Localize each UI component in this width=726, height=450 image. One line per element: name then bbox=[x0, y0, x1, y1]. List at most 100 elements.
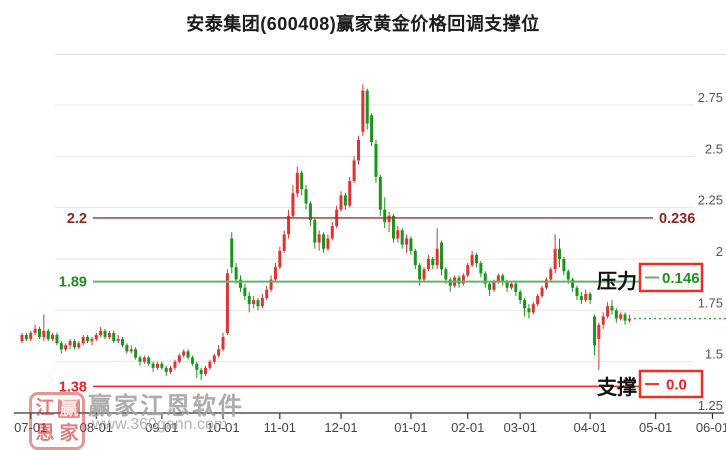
candle-up bbox=[77, 343, 81, 348]
candle-up bbox=[42, 330, 46, 338]
candle-down bbox=[383, 209, 387, 223]
candle-up bbox=[295, 172, 299, 194]
candle-down bbox=[121, 339, 125, 346]
candle-up bbox=[291, 193, 295, 216]
candle-down bbox=[256, 300, 260, 307]
support-value: 0.0 bbox=[666, 377, 687, 394]
y-axis-label: 1.5 bbox=[705, 347, 723, 362]
candle-up bbox=[606, 306, 610, 317]
candle-down bbox=[505, 281, 509, 288]
candle-up bbox=[584, 293, 588, 301]
candle-down bbox=[125, 345, 129, 352]
watermark-stamp-logo: 江 赢 恩 家 bbox=[29, 392, 85, 450]
support-price-label: 1.38 bbox=[59, 379, 87, 395]
candle-down bbox=[186, 351, 190, 358]
candle-down bbox=[448, 279, 452, 286]
x-axis-label: 12-01 bbox=[324, 420, 357, 435]
candle-up bbox=[387, 215, 391, 223]
candle-up bbox=[20, 334, 24, 342]
candle-down bbox=[391, 215, 395, 239]
candle-down bbox=[46, 330, 50, 340]
stamp-char: 恩 bbox=[35, 423, 55, 444]
candle-up bbox=[107, 332, 111, 338]
candle-up bbox=[435, 248, 439, 266]
candle-up bbox=[544, 279, 548, 288]
candle-down bbox=[195, 363, 199, 370]
candle-up bbox=[265, 289, 269, 299]
candle-down bbox=[160, 363, 164, 368]
watermark-brand-text: 赢家江恩软件 bbox=[88, 393, 244, 420]
fib-ratio-label: 0.236 bbox=[659, 211, 695, 227]
candle-down bbox=[230, 238, 234, 268]
x-axis-label: 11-01 bbox=[264, 420, 296, 435]
candle-down bbox=[365, 90, 369, 124]
x-axis-label: 01-01 bbox=[394, 420, 427, 435]
candle-up bbox=[540, 287, 544, 296]
candle-up bbox=[169, 367, 173, 372]
candle-down bbox=[374, 144, 378, 177]
candle-up bbox=[221, 337, 225, 350]
x-axis-label: 02-01 bbox=[451, 420, 484, 435]
candle-down bbox=[418, 265, 422, 280]
resistance-price-label: 1.89 bbox=[59, 275, 87, 291]
candle-down bbox=[24, 334, 28, 340]
candle-up bbox=[348, 180, 352, 206]
candle-up bbox=[339, 195, 343, 210]
candle-up bbox=[496, 275, 500, 282]
x-axis-label: 03-01 bbox=[504, 420, 537, 435]
x-axis-label: 10-01 bbox=[206, 420, 239, 435]
candle-down bbox=[483, 273, 487, 284]
candle-up bbox=[177, 355, 181, 362]
candle-up bbox=[352, 160, 356, 181]
stamp-char: 江 bbox=[35, 398, 55, 419]
candle-up bbox=[142, 357, 146, 362]
candle-up bbox=[64, 345, 68, 350]
candle-up bbox=[597, 324, 601, 340]
candle-down bbox=[562, 259, 566, 272]
candle-up bbox=[601, 316, 605, 325]
candle-up bbox=[361, 90, 365, 132]
candle-down bbox=[234, 267, 238, 280]
candle-down bbox=[610, 306, 614, 311]
candle-up bbox=[129, 349, 133, 352]
candle-up bbox=[282, 234, 286, 251]
candle-down bbox=[523, 300, 527, 309]
candle-down bbox=[566, 271, 570, 280]
candle-down bbox=[164, 367, 168, 372]
stamp-char: 家 bbox=[59, 423, 79, 444]
candle-up bbox=[405, 238, 409, 245]
candle-down bbox=[190, 357, 194, 364]
candle-up bbox=[287, 215, 291, 235]
candle-down bbox=[409, 238, 413, 251]
candle-up bbox=[99, 330, 103, 335]
candle-up bbox=[492, 281, 496, 290]
candle-down bbox=[575, 287, 579, 296]
candle-up bbox=[627, 318, 631, 321]
candle-down bbox=[457, 277, 461, 284]
candle-down bbox=[431, 259, 435, 266]
y-axis-label: 1.75 bbox=[698, 295, 723, 310]
resistance-value: 0.146 bbox=[662, 270, 700, 287]
y-axis-label: 2 bbox=[716, 244, 723, 259]
x-axis-label: 09-01 bbox=[145, 420, 178, 435]
candle-up bbox=[509, 283, 513, 288]
candle-down bbox=[527, 308, 531, 313]
candle-up bbox=[426, 259, 430, 270]
stamp-char: 赢 bbox=[58, 398, 80, 419]
candle-up bbox=[94, 334, 98, 340]
candle-down bbox=[514, 283, 518, 292]
candle-down bbox=[86, 337, 90, 342]
x-axis-label: 06-01 bbox=[696, 420, 726, 435]
resistance-value-box bbox=[638, 262, 704, 293]
candle-down bbox=[103, 330, 107, 338]
candle-up bbox=[269, 279, 273, 290]
candle-down bbox=[614, 310, 618, 319]
candle-down bbox=[239, 279, 242, 288]
y-axis-label: 2.25 bbox=[698, 193, 723, 208]
candle-up bbox=[116, 339, 120, 342]
candle-up bbox=[461, 275, 465, 284]
x-axis-label: 05-01 bbox=[639, 420, 672, 435]
candle-up bbox=[33, 328, 37, 333]
